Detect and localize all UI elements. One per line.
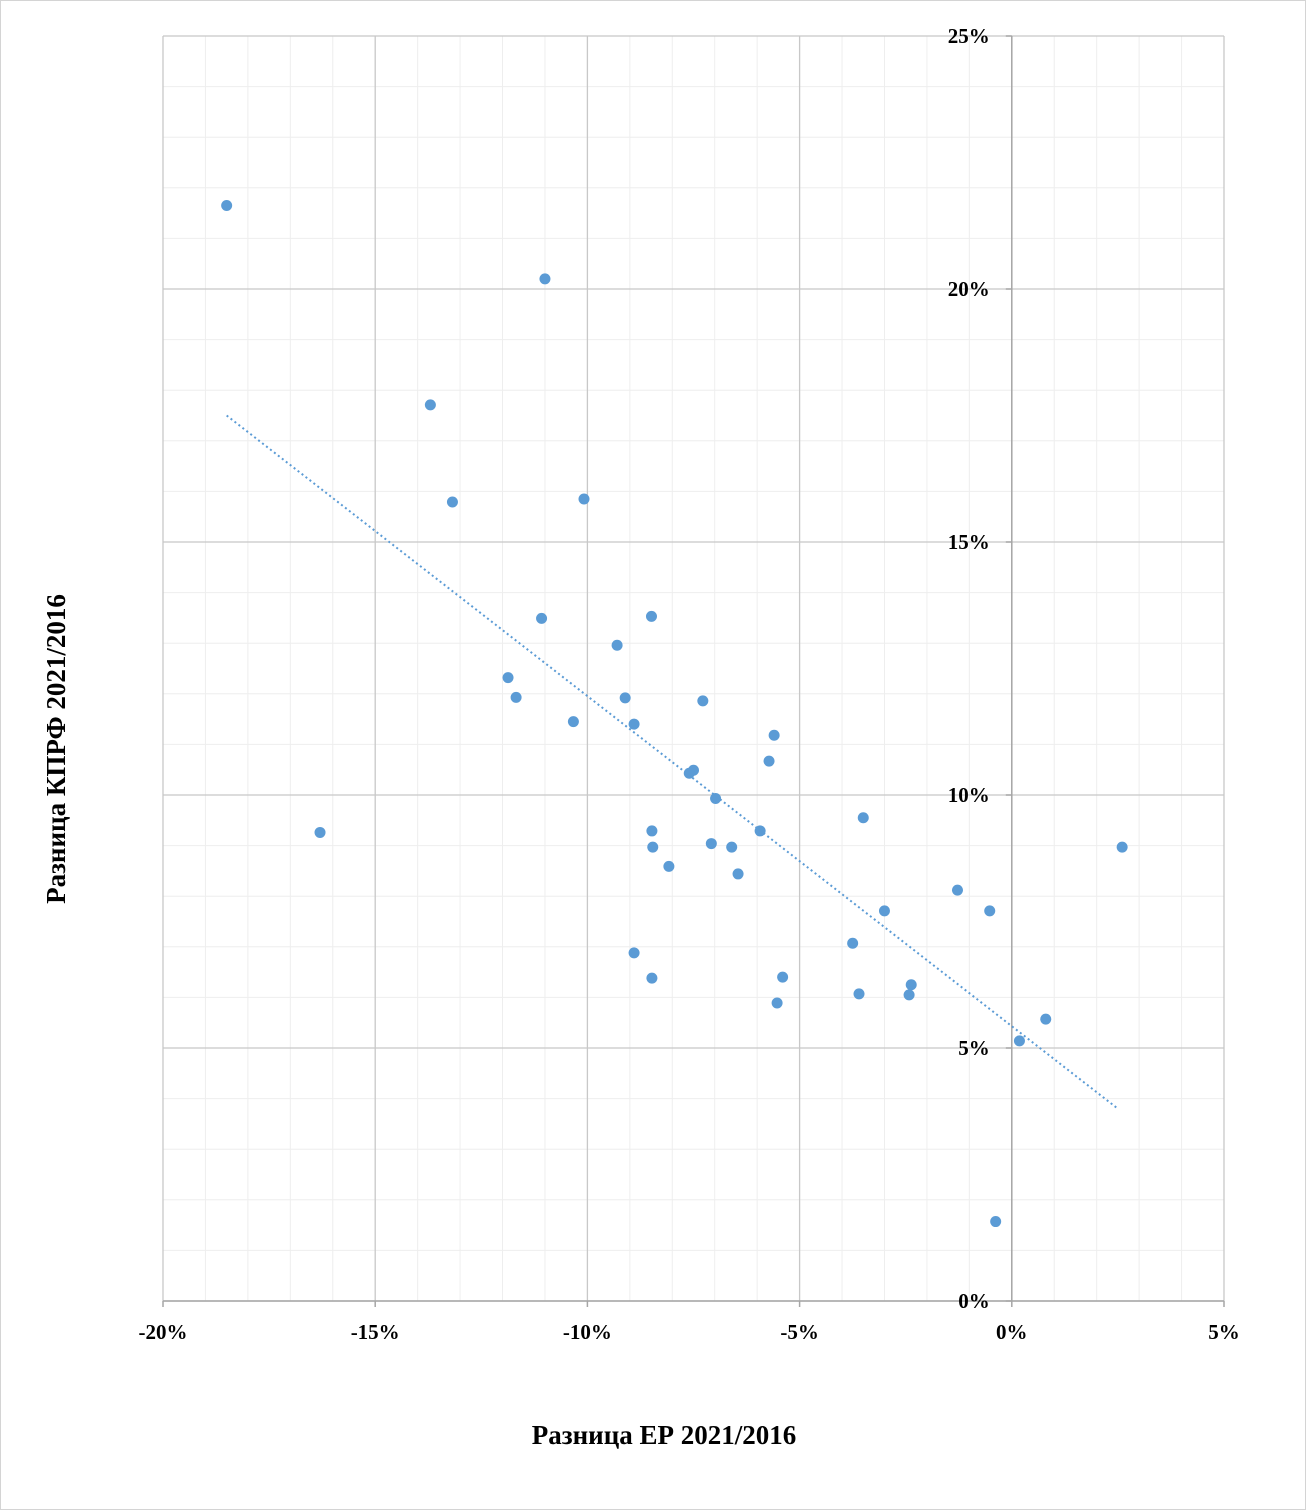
axes (162, 35, 1225, 1307)
data-point (314, 826, 326, 838)
data-point (611, 639, 623, 651)
data-point (857, 812, 869, 824)
x-tick-label: -10% (563, 1320, 612, 1344)
data-point (619, 692, 631, 704)
data-point (878, 905, 890, 917)
data-point (705, 838, 717, 850)
data-point (1040, 1013, 1052, 1025)
x-tick-label: -5% (780, 1320, 819, 1344)
x-tick-label: -20% (139, 1320, 188, 1344)
data-point (905, 979, 917, 991)
data-point (424, 399, 436, 411)
y-tick-label: 20% (948, 277, 990, 301)
data-point (628, 947, 640, 959)
data-point (628, 718, 640, 730)
data-point (777, 971, 789, 983)
x-tick-label: -15% (351, 1320, 400, 1344)
data-point (768, 729, 780, 741)
data-point (1013, 1035, 1025, 1047)
data-points (221, 200, 1128, 1228)
y-tick-label: 5% (958, 1036, 990, 1060)
data-point (951, 884, 963, 896)
x-tick-labels: -20% -15% -10% -5% 0% 5% (139, 1320, 1240, 1344)
minor-gridlines (163, 36, 1224, 1301)
x-tick-label: 5% (1208, 1320, 1240, 1344)
data-point (646, 825, 658, 837)
data-point (567, 716, 579, 728)
y-tick-label: 25% (948, 24, 990, 48)
data-point (536, 612, 548, 624)
data-point (539, 273, 551, 285)
trendline (226, 414, 1119, 1110)
y-tick-label: 15% (948, 530, 990, 554)
data-point (847, 937, 859, 949)
trendline-line (226, 414, 1119, 1110)
data-point (647, 841, 659, 853)
data-point (502, 672, 514, 684)
data-point (510, 691, 522, 703)
data-point (853, 988, 865, 1000)
data-point (984, 905, 996, 917)
data-point (710, 793, 722, 805)
major-gridlines (162, 35, 1225, 1302)
data-point (903, 989, 915, 1001)
data-point (646, 972, 658, 984)
data-point (578, 493, 590, 505)
data-point (697, 695, 709, 707)
data-point (663, 860, 675, 872)
y-axis-title: Разница КПРФ 2021/2016 (41, 594, 71, 904)
data-point (990, 1216, 1002, 1228)
data-point (221, 200, 233, 212)
x-axis-title: Разница ЕР 2021/2016 (532, 1420, 797, 1450)
data-point (726, 841, 738, 853)
data-point (771, 997, 783, 1009)
data-point (763, 755, 775, 767)
x-tick-label: 0% (996, 1320, 1028, 1344)
data-point (732, 868, 744, 880)
data-point (645, 610, 657, 622)
y-tick-label: 10% (948, 783, 990, 807)
data-point (446, 496, 458, 508)
data-point (1116, 841, 1128, 853)
y-tick-label: 0% (958, 1289, 990, 1313)
data-point (754, 825, 766, 837)
y-tick-labels: 0% 5% 10% 15% 20% 25% (948, 24, 990, 1313)
data-point (683, 767, 695, 779)
